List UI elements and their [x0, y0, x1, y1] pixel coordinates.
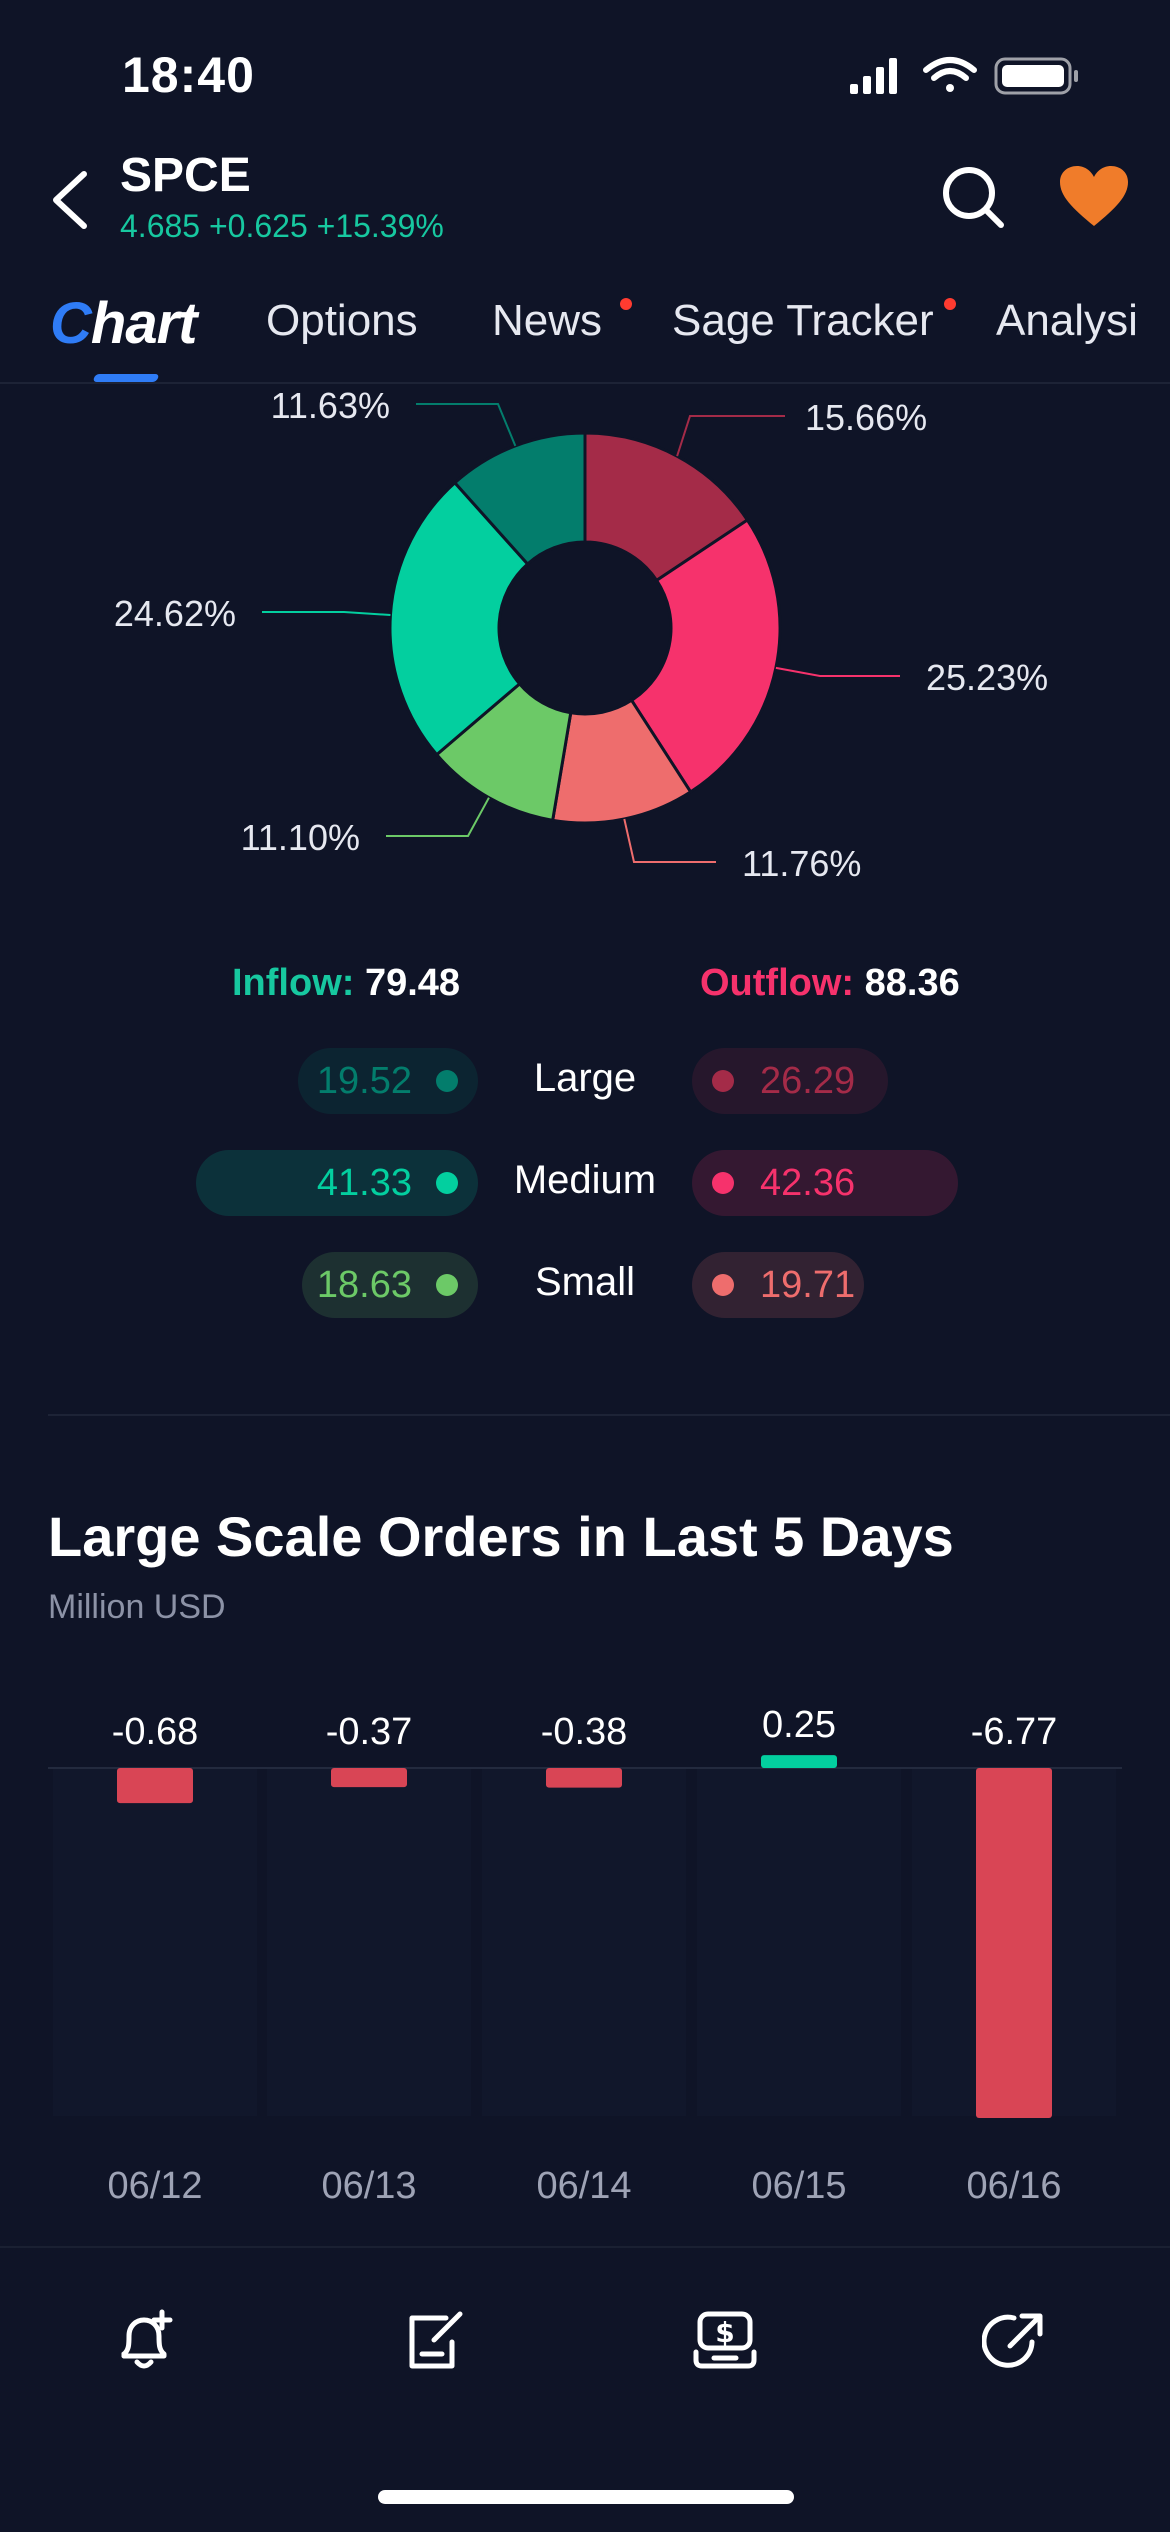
tab-chart-c: C: [50, 291, 92, 356]
donut-slice: [452, 431, 587, 567]
bar-date-label: 06/12: [107, 2165, 202, 2207]
bar-column-bg: [53, 1768, 257, 2116]
small-outflow-dot: [712, 1274, 734, 1296]
back-icon[interactable]: [48, 168, 94, 232]
active-tab-indicator: [92, 374, 160, 382]
bell-plus-icon[interactable]: [112, 2308, 178, 2374]
small-inflow-value: 18.63: [316, 1263, 412, 1306]
small-inflow-dot: [436, 1274, 458, 1296]
section-divider: [48, 1414, 1170, 1416]
news-badge: [620, 298, 632, 310]
medium-outflow-value: 42.36: [760, 1161, 856, 1204]
ticker-symbol: SPCE: [120, 149, 251, 202]
bar-value-label: -6.77: [971, 1711, 1058, 1753]
medium-inflow-value: 41.33: [316, 1161, 412, 1204]
donut-leader-line: [623, 818, 716, 863]
large-orders-title: Large Scale Orders in Last 5 Days: [48, 1505, 954, 1568]
medium-inflow-pill: 41.33: [196, 1150, 478, 1216]
large-outflow-value: 26.29: [760, 1059, 856, 1102]
inflow-summary: Inflow: 79.48: [232, 962, 460, 1005]
donut-leader-line: [416, 403, 517, 447]
bar: [976, 1768, 1052, 2118]
donut-slice-label: 25.23%: [926, 657, 1048, 698]
outflow-summary: Outflow: 88.36: [700, 962, 960, 1005]
outflow-label: Outflow:: [700, 962, 855, 1004]
capital-flow-donut: 15.66% 25.23% 11.76% 11.10% 24.62% 11.63%: [114, 385, 1048, 884]
donut-slice: [583, 431, 750, 583]
donut-slice: [629, 517, 782, 794]
bar-date-label: 06/16: [966, 2165, 1061, 2207]
tab-chart[interactable]: Chart: [50, 290, 198, 357]
inflow-value: 79.48: [364, 962, 461, 1004]
large-inflow-value: 19.52: [316, 1059, 412, 1102]
bar: [331, 1768, 407, 1788]
small-outflow-value: 19.71: [760, 1263, 856, 1306]
signal-icon: [850, 58, 897, 94]
medium-outflow-pill: 42.36: [692, 1150, 958, 1216]
size-label-large: Large: [533, 1056, 637, 1100]
small-inflow-pill: 18.63: [302, 1252, 478, 1318]
large-inflow-pill: 19.52: [298, 1048, 478, 1114]
tab-chart-label: hart: [90, 291, 198, 356]
bar-column-bg: [267, 1768, 471, 2116]
home-indicator: [378, 2490, 794, 2504]
donut-slice-label: 24.62%: [114, 593, 236, 634]
status-icons: [850, 57, 1078, 95]
large-orders-unit: Million USD: [48, 1588, 226, 1626]
donut-slice-label: 11.76%: [742, 843, 861, 884]
bar-value-label: 0.25: [762, 1704, 836, 1746]
status-time: 18:40: [122, 47, 255, 103]
price-quote: 4.685 +0.625 +15.39%: [120, 208, 444, 244]
medium-inflow-dot: [436, 1172, 458, 1194]
size-label-medium: Medium: [513, 1158, 657, 1202]
bar-date-label: 06/13: [321, 2165, 416, 2207]
bar-column-bg: [697, 1768, 901, 2116]
tab-analysis[interactable]: Analysi: [996, 296, 1138, 345]
large-orders-bar-chart: -0.68 06/12 -0.37 06/13 -0.38 06/14 0.25 06/15 -…: [48, 1704, 1122, 2207]
medium-outflow-dot: [712, 1172, 734, 1194]
svg-text:$: $: [715, 2316, 734, 2349]
small-outflow-pill: 19.71: [692, 1252, 864, 1318]
bar-value-label: -0.68: [112, 1711, 199, 1753]
bottom-bar-divider: [0, 2246, 1170, 2248]
donut-leader-line: [775, 666, 900, 677]
wifi-icon: [923, 57, 977, 92]
bar-value-label: -0.38: [541, 1711, 628, 1753]
donut-slice-label: 11.10%: [241, 817, 360, 858]
large-outflow-dot: [712, 1070, 734, 1092]
tab-sage-tracker[interactable]: Sage Tracker: [672, 296, 934, 345]
bar: [761, 1755, 837, 1768]
large-inflow-dot: [436, 1070, 458, 1092]
bar: [546, 1768, 622, 1788]
favorite-heart-icon[interactable]: [1058, 164, 1130, 228]
bar-column-bg: [482, 1768, 686, 2116]
sage-tracker-badge: [944, 298, 956, 310]
size-label-small: Small: [534, 1260, 636, 1304]
large-outflow-pill: 26.29: [692, 1048, 888, 1114]
inflow-label: Inflow:: [232, 962, 355, 1004]
donut-slice: [388, 480, 530, 757]
bar-date-label: 06/15: [751, 2165, 846, 2207]
dollar-tray-icon[interactable]: $: [692, 2308, 758, 2374]
battery-icon: [994, 57, 1078, 95]
bar-value-label: -0.37: [326, 1711, 413, 1753]
search-icon[interactable]: [940, 164, 1006, 230]
donut-slice-label: 11.63%: [271, 385, 390, 426]
bar-date-label: 06/14: [536, 2165, 631, 2207]
tab-news[interactable]: News: [492, 296, 603, 345]
donut-leader-line: [386, 797, 490, 837]
share-icon[interactable]: [982, 2308, 1048, 2374]
bar: [117, 1768, 193, 1804]
tab-options[interactable]: Options: [266, 296, 418, 345]
edit-note-icon[interactable]: [402, 2308, 468, 2374]
donut-leader-line: [262, 611, 391, 617]
donut-leader-line: [676, 415, 785, 457]
tabs-divider: [0, 382, 1170, 384]
donut-slice-label: 15.66%: [805, 397, 927, 438]
outflow-value: 88.36: [864, 962, 960, 1004]
